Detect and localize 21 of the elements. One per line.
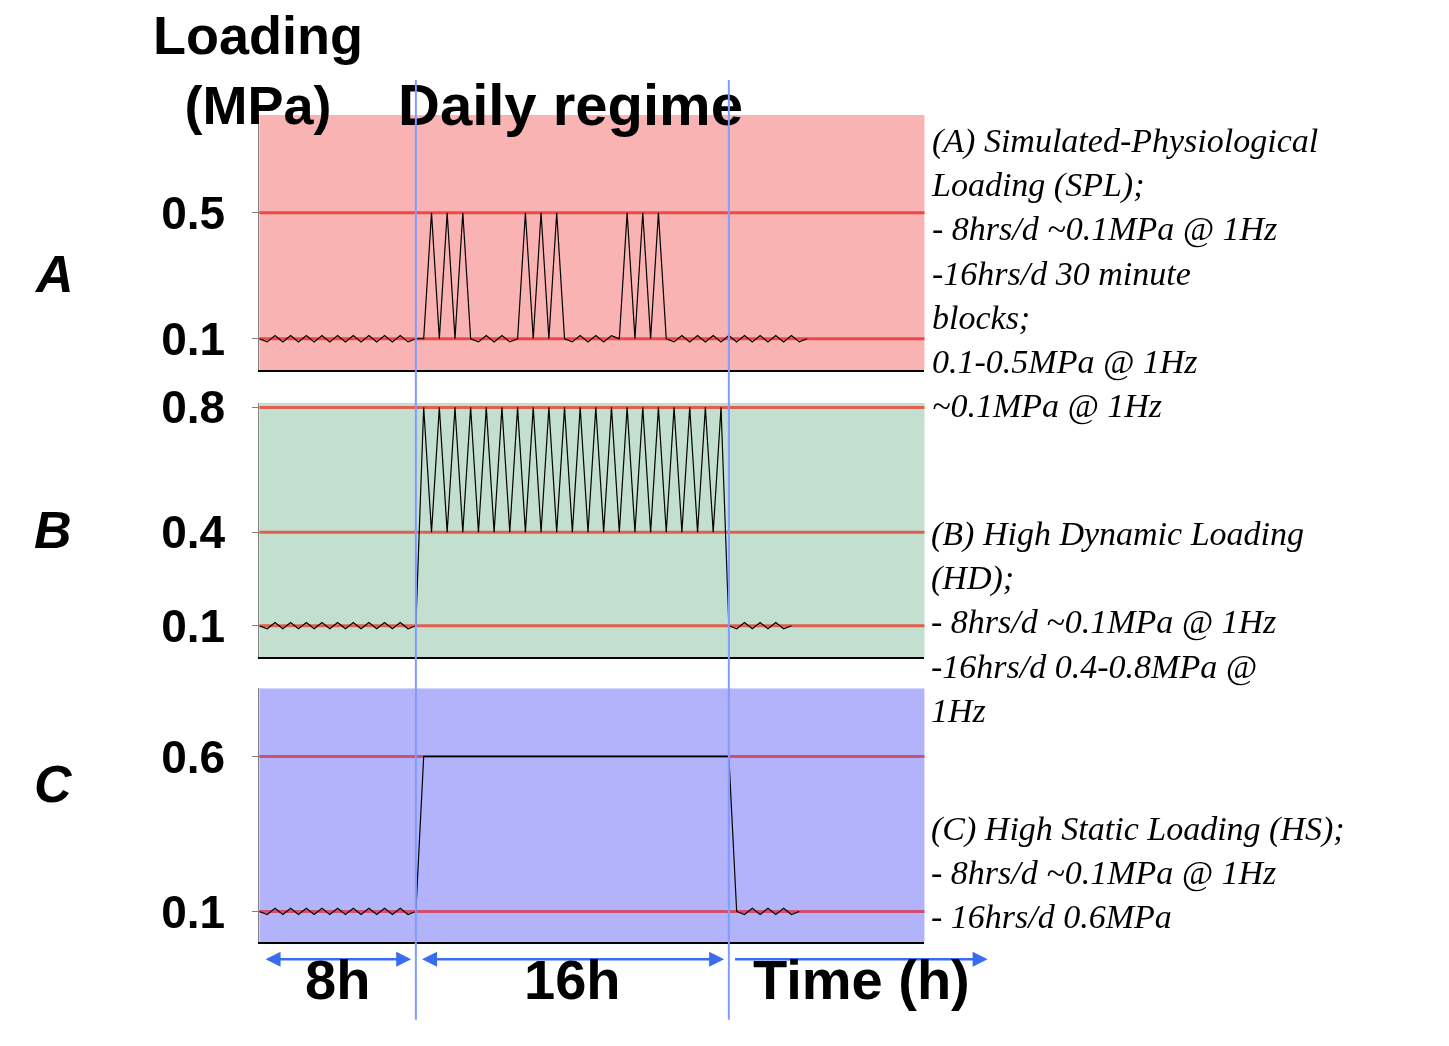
y-tick-label: 0.4 xyxy=(161,506,226,559)
y-tick-label: 0.1 xyxy=(161,885,226,938)
text: A xyxy=(34,245,74,303)
text: B xyxy=(34,501,72,559)
text: C xyxy=(34,755,73,813)
text: 16h xyxy=(524,948,621,1011)
y-tick-label: 0.8 xyxy=(161,381,226,434)
y-tick-label: 0.5 xyxy=(161,186,226,239)
text: (A) Simulated-Physiological Loading (SPL); - 8hrs/d ~0.1MPa @ 1Hz -16hrs/d 30 minute blocks; 0.1-0.5MPa @ 1Hz ~0.1MPa @ 1Hz xyxy=(931,122,1319,426)
text: (B) High Dynamic Loading (HD); - 8hrs/d ~0.1MPa @ 1Hz -16hrs/d 0.4-0.8MPa @ 1Hz xyxy=(931,515,1305,729)
y-tick-label: 0.1 xyxy=(161,312,226,365)
line-series xyxy=(259,212,808,343)
text: (C) High Static Loading (HS); - 8hrs/d ~0.1MPa @ 1Hz - 16hrs/d 0.6MPa xyxy=(931,810,1345,936)
chart-subtitle: Daily regime xyxy=(398,72,743,137)
line-series xyxy=(259,406,793,630)
text: 8h xyxy=(305,948,371,1011)
x-axis-title: Time (h) xyxy=(753,948,970,1011)
y-tick-label: 0.1 xyxy=(161,599,226,652)
y-tick-label: 0.6 xyxy=(161,730,226,783)
line-series xyxy=(259,755,800,916)
y-axis-title: Loading (MPa) xyxy=(153,5,363,136)
